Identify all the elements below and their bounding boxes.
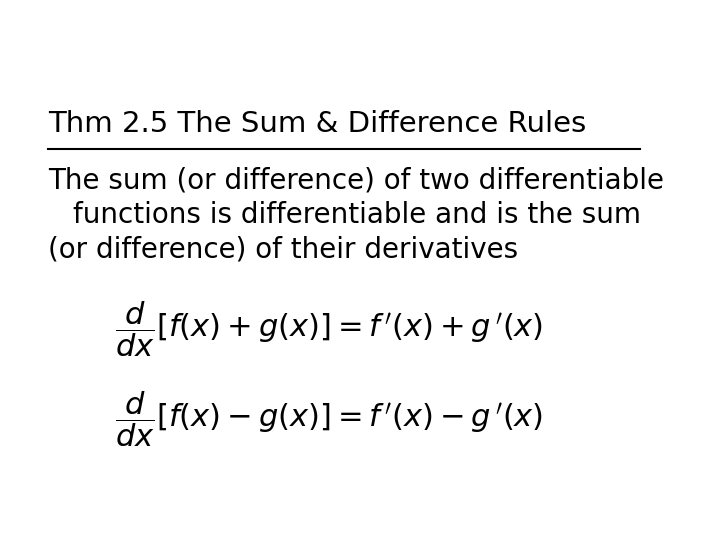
Text: (or difference) of their derivatives: (or difference) of their derivatives xyxy=(48,235,518,264)
Text: The sum (or difference) of two differentiable: The sum (or difference) of two different… xyxy=(48,166,665,194)
Text: functions is differentiable and is the sum: functions is differentiable and is the s… xyxy=(73,201,641,229)
Text: $\dfrac{d}{dx}\left[f(x)+g(x)\right]= f\,'(x)+g\,'(x)$: $\dfrac{d}{dx}\left[f(x)+g(x)\right]= f\… xyxy=(114,299,543,359)
Text: $\dfrac{d}{dx}\left[f(x)-g(x)\right]= f\,'(x)-g\,'(x)$: $\dfrac{d}{dx}\left[f(x)-g(x)\right]= f\… xyxy=(114,390,543,449)
Text: Thm 2.5 The Sum & Difference Rules: Thm 2.5 The Sum & Difference Rules xyxy=(48,111,587,138)
